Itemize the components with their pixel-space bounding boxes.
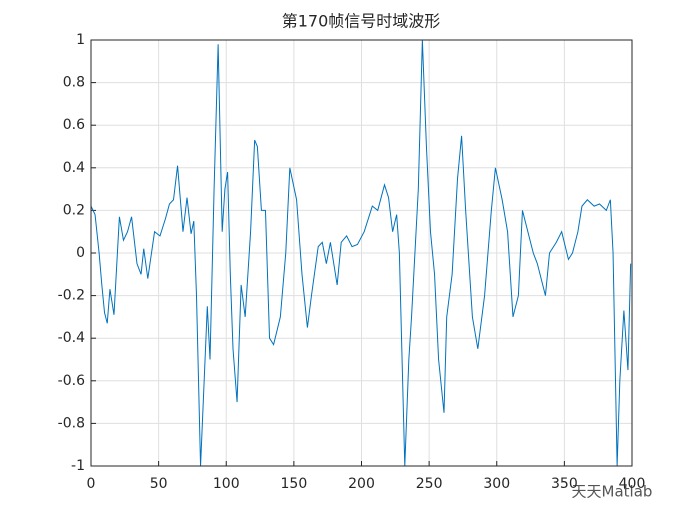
x-tick-label: 100 bbox=[213, 476, 240, 492]
y-tick-label: -0.2 bbox=[58, 288, 85, 304]
chart-title: 第170帧信号时域波形 bbox=[282, 12, 441, 31]
y-tick-label: -1 bbox=[71, 458, 85, 474]
x-tick-label: 200 bbox=[348, 476, 375, 492]
y-tick-label: -0.6 bbox=[58, 373, 85, 389]
x-tick-label: 350 bbox=[551, 476, 578, 492]
y-tick-label: -0.4 bbox=[58, 330, 85, 346]
x-tick-label: 400 bbox=[619, 476, 646, 492]
axes-box bbox=[90, 39, 633, 467]
y-tick-label: 0.4 bbox=[63, 160, 85, 176]
y-tick-label: 1 bbox=[76, 32, 85, 48]
y-tick-label: -0.8 bbox=[58, 415, 85, 431]
y-tick-label: 0.2 bbox=[63, 202, 85, 218]
y-tick-label: 0.6 bbox=[63, 117, 85, 133]
y-tick-label: 0.8 bbox=[63, 75, 85, 91]
x-tick-label: 0 bbox=[87, 476, 96, 492]
x-tick-label: 150 bbox=[281, 476, 308, 492]
x-tick-label: 50 bbox=[150, 476, 168, 492]
x-tick-label: 300 bbox=[483, 476, 510, 492]
watermark: 天天Matlab bbox=[572, 483, 653, 501]
x-tick-label: 250 bbox=[416, 476, 443, 492]
line bbox=[90, 39, 632, 467]
y-tick-label: 0 bbox=[76, 245, 85, 261]
